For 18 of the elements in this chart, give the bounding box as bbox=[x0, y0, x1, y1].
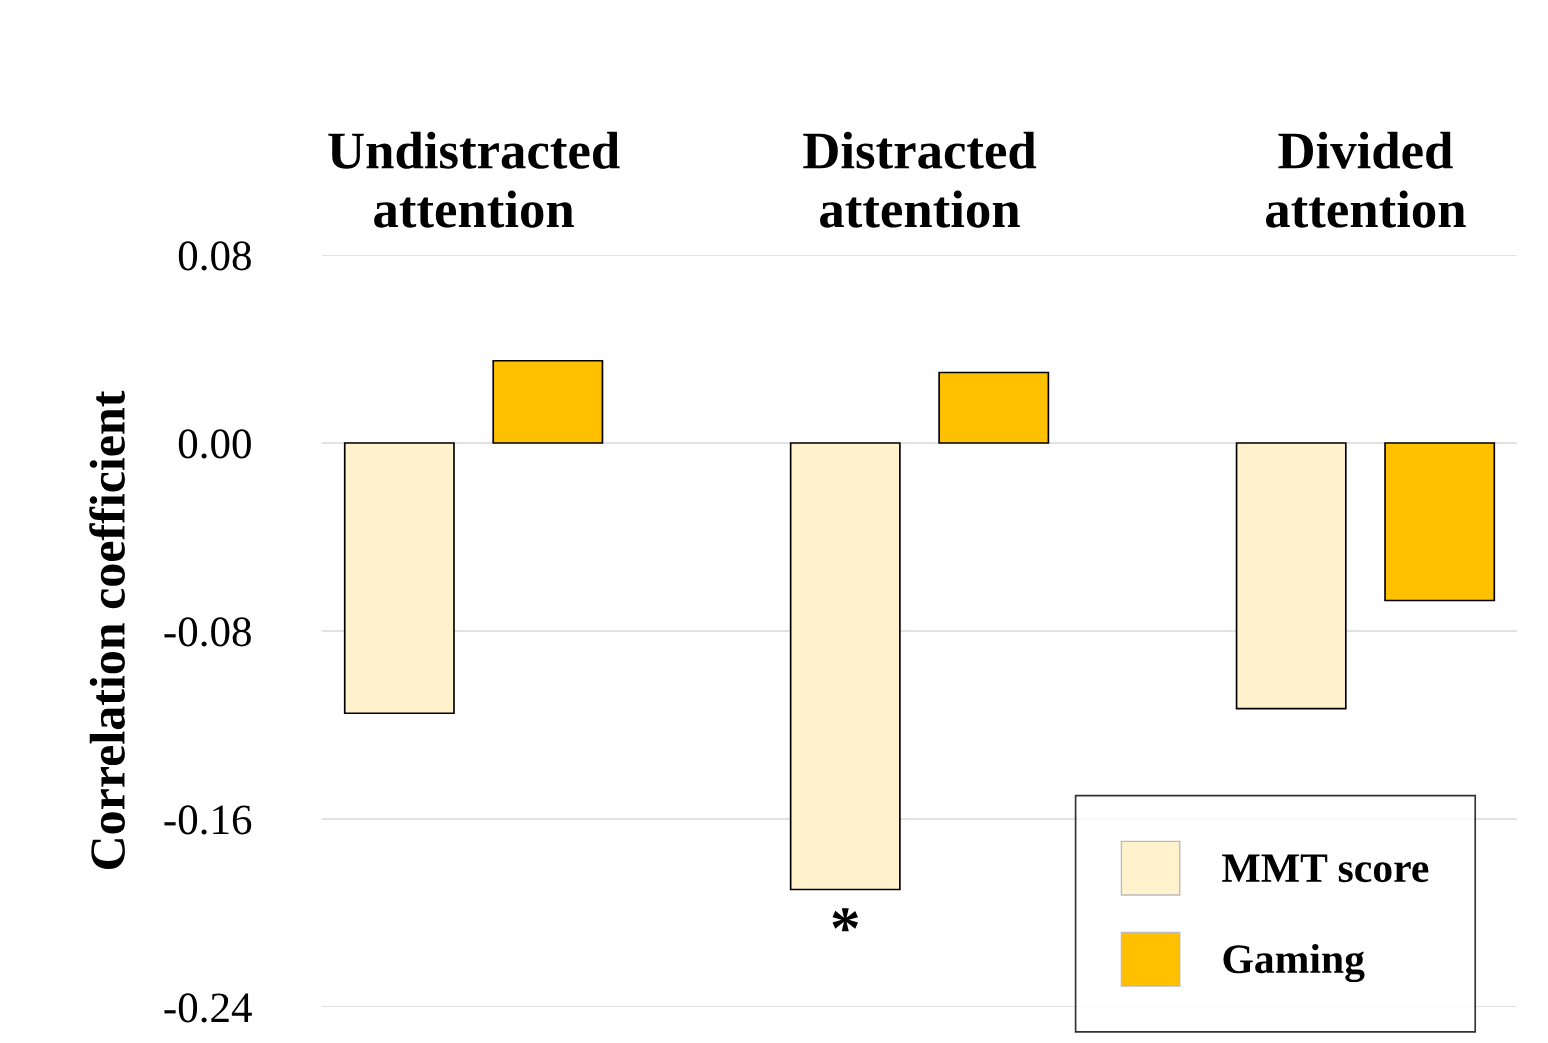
legend-label: MMT score bbox=[1222, 854, 1429, 883]
bar bbox=[1235, 442, 1347, 710]
x-tick-label: Undistracted attention bbox=[328, 131, 620, 228]
x-tick-label: Divided attention bbox=[1265, 131, 1466, 228]
bar bbox=[343, 442, 455, 715]
y-tick-label: -0.16 bbox=[164, 805, 252, 835]
annotation: * bbox=[832, 908, 858, 932]
bar bbox=[938, 371, 1050, 444]
bar bbox=[492, 359, 604, 444]
y-tick-label: -0.24 bbox=[164, 993, 252, 1023]
legend-label: Gaming bbox=[1223, 943, 1365, 983]
bar bbox=[1384, 442, 1496, 602]
y-tick-label: 0.08 bbox=[178, 241, 251, 271]
bar bbox=[789, 442, 901, 891]
x-tick-label: Distracted attention bbox=[803, 131, 1037, 228]
y-tick-label: -0.08 bbox=[164, 617, 251, 647]
y-tick-label: 0.00 bbox=[178, 429, 251, 459]
y-axis-title: Correlation coefficient bbox=[89, 390, 125, 869]
